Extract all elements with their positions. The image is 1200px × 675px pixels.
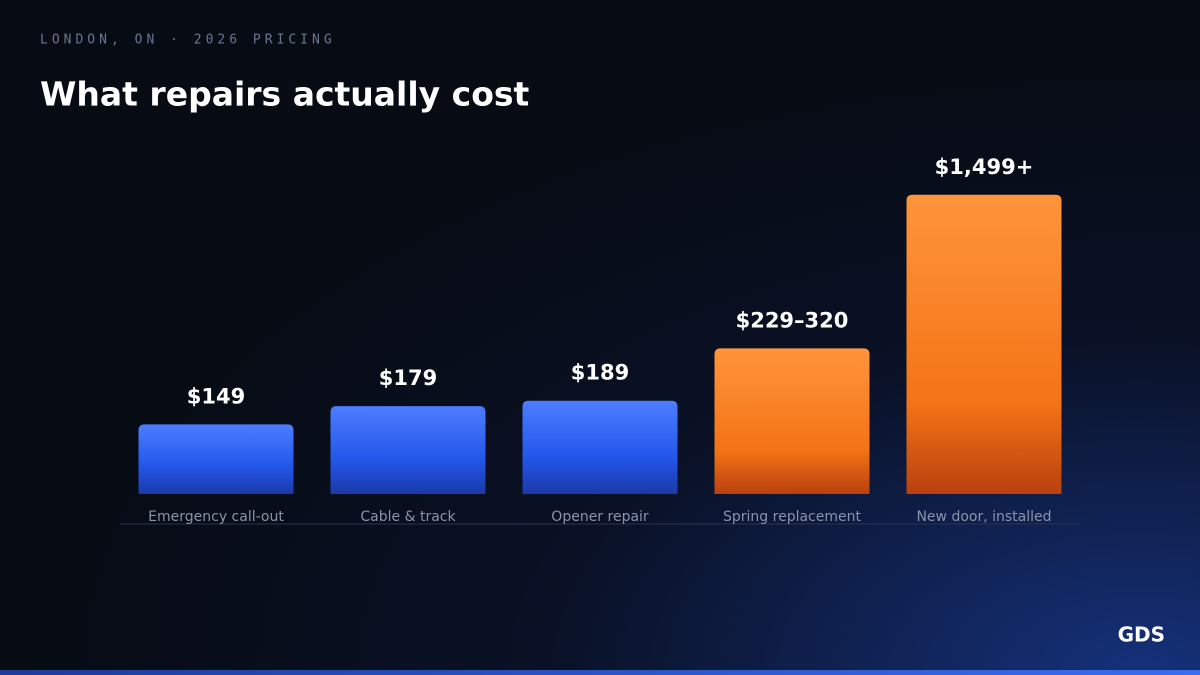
bar	[714, 348, 870, 494]
x-tick-label: Cable & track	[360, 509, 456, 525]
bar	[138, 424, 294, 494]
kicker: LONDON, ON · 2026 PRICING	[40, 33, 336, 48]
x-tick-label: New door, installed	[916, 509, 1051, 525]
bar	[330, 406, 486, 494]
bar	[522, 400, 678, 494]
value-label: $189	[571, 361, 629, 385]
value-label: $149	[187, 384, 245, 408]
bottom-strip	[0, 670, 1200, 675]
brand: GDS	[1118, 623, 1165, 647]
bar	[906, 194, 1062, 495]
value-label: $179	[379, 366, 437, 390]
x-tick-label: Opener repair	[551, 509, 649, 525]
x-tick-label: Emergency call-out	[148, 509, 284, 525]
value-label: $229–320	[736, 308, 849, 332]
chart-title: What repairs actually cost	[40, 75, 530, 114]
value-label: $1,499+	[935, 155, 1034, 179]
x-tick-label: Spring replacement	[723, 509, 861, 525]
plot: Emergency call-out $149 Cable & track $179 O…	[138, 155, 1062, 525]
